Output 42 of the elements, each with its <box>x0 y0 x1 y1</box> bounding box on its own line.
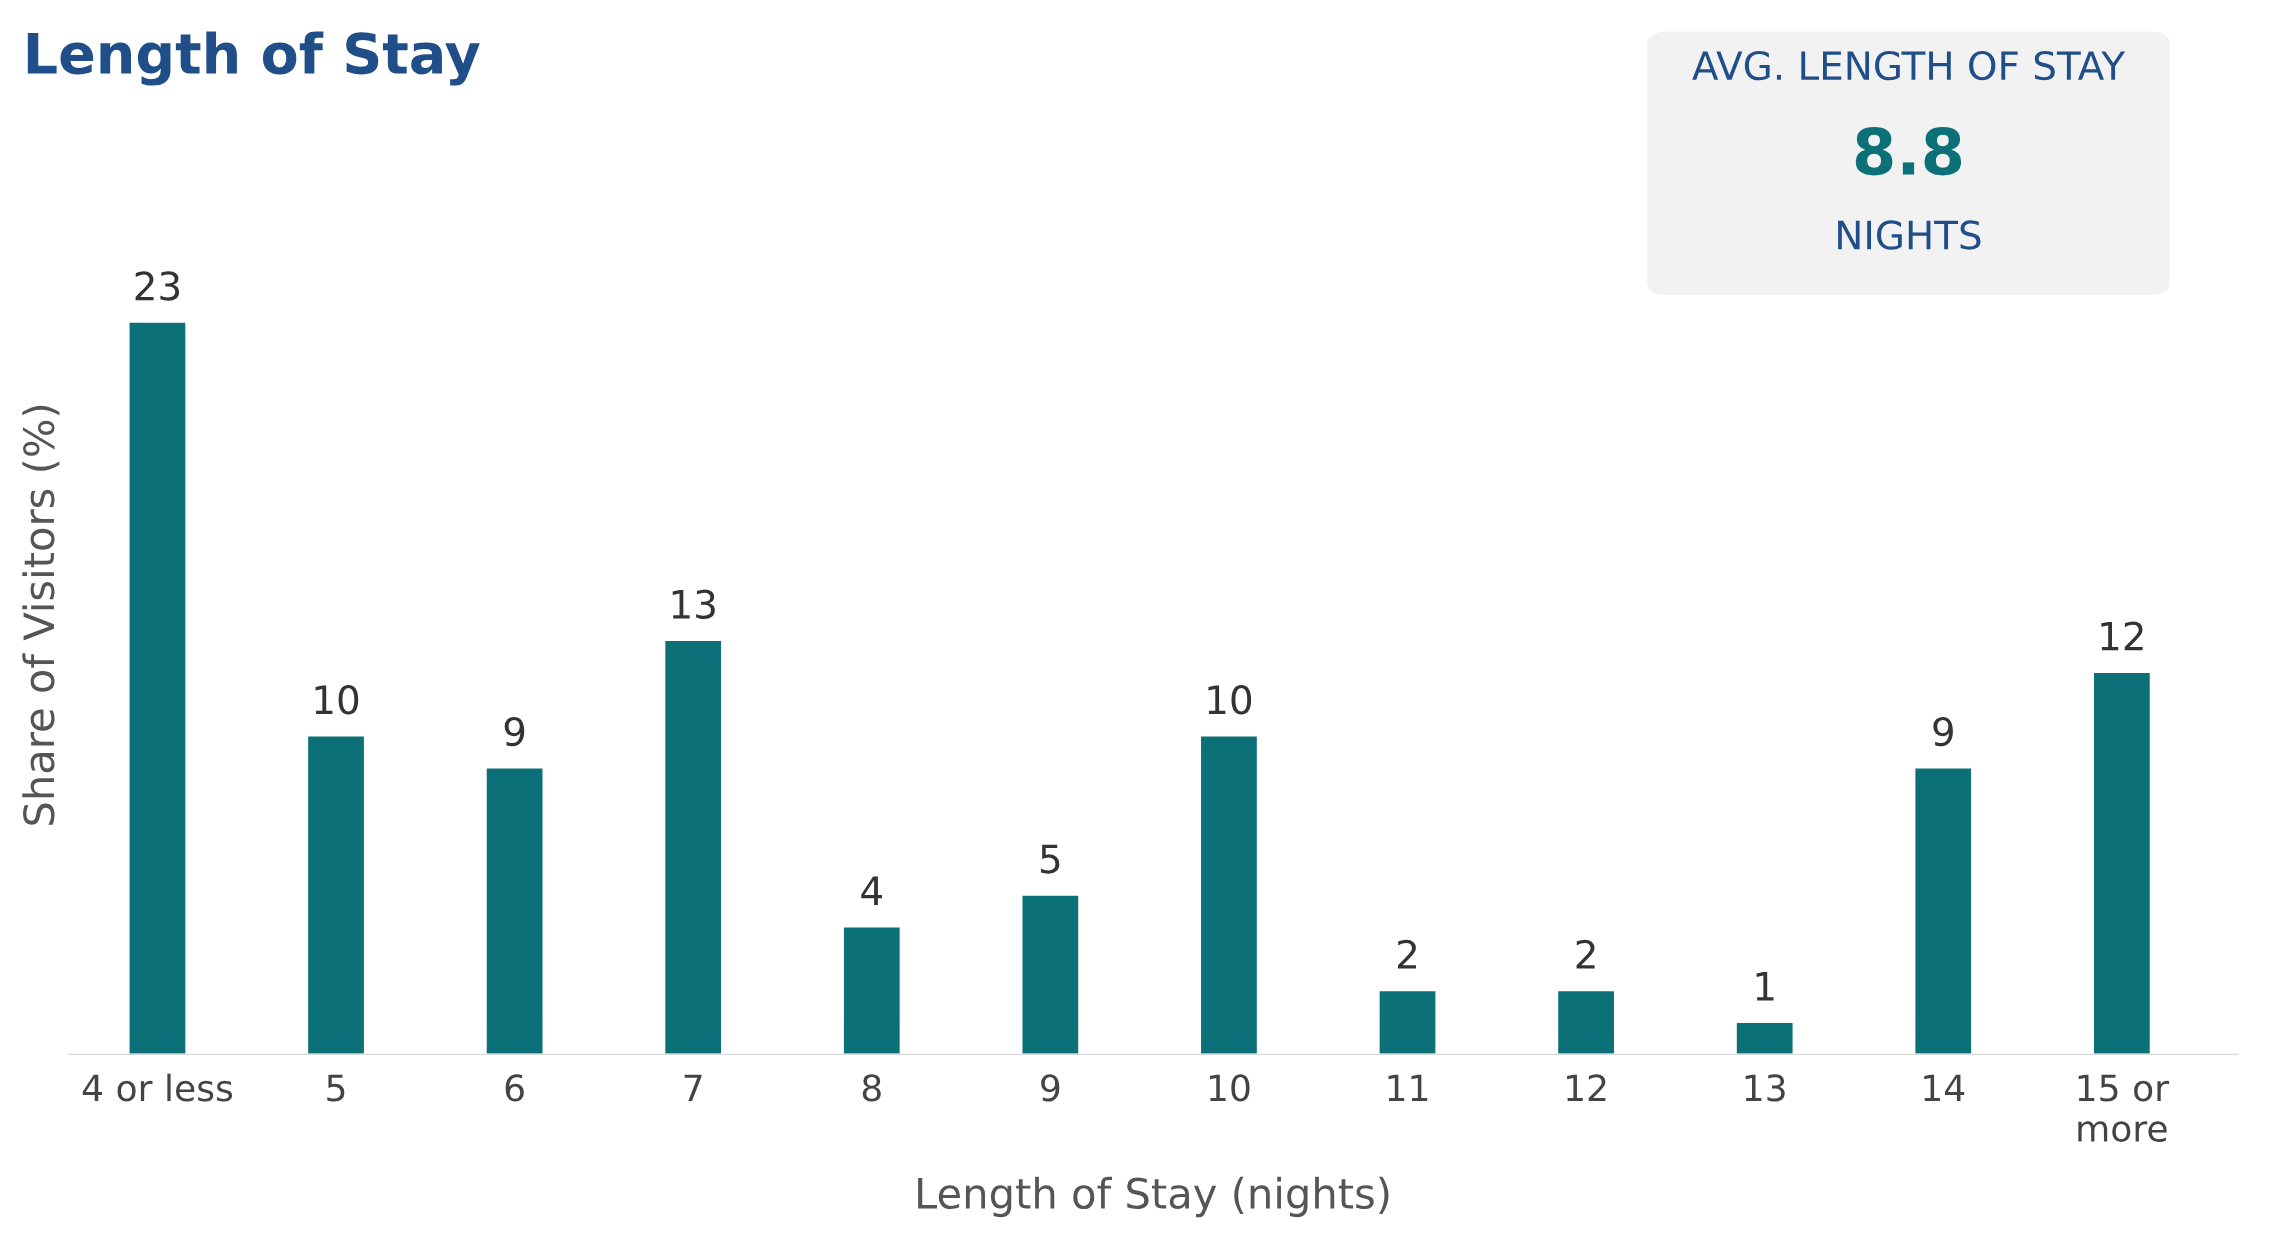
data-label: 10 <box>1208 685 1252 715</box>
data-label: 2 <box>1398 939 1416 969</box>
data-label: 23 <box>135 271 180 301</box>
x-tick-label: 8 <box>862 1074 881 1102</box>
text: AVG. LENGTH OF STAY <box>1692 50 2126 81</box>
bar <box>485 767 544 1055</box>
data-label: 13 <box>672 589 715 619</box>
text: NIGHTS <box>1838 220 1981 250</box>
y-axis-title: Share of Visitors (%) <box>22 405 60 825</box>
data-label: 1 <box>1756 972 1774 1001</box>
bar <box>1913 767 1973 1055</box>
x-tick-label: 12 <box>1567 1074 1606 1102</box>
bar <box>842 926 902 1055</box>
data-label: 4 <box>861 876 882 905</box>
data-label: 9 <box>1933 716 1953 747</box>
x-tick-label: 10 <box>1209 1074 1250 1102</box>
bar <box>2092 671 2152 1055</box>
bar <box>663 639 723 1055</box>
bar <box>1199 735 1259 1055</box>
bar <box>128 321 187 1055</box>
bar <box>306 735 366 1055</box>
x-tick-label: 14 <box>1924 1074 1965 1102</box>
x-tick-label: 5 <box>327 1074 345 1102</box>
data-label: 10 <box>315 685 359 715</box>
x-tick-label: 11 <box>1388 1074 1428 1102</box>
chart-title: Length of Stay <box>27 31 480 86</box>
x-tick-label: 13 <box>1745 1074 1785 1102</box>
text: 8.8 <box>1855 127 1962 176</box>
data-label: 2 <box>1576 939 1595 969</box>
x-tick-label: 4 or less <box>82 1073 233 1102</box>
data-label: 9 <box>504 716 525 747</box>
bar <box>1021 894 1080 1055</box>
bar <box>1378 989 1437 1055</box>
x-tick-label: 7 <box>684 1074 702 1102</box>
bar <box>1735 1021 1794 1055</box>
x-tick-label: 6 <box>505 1074 524 1102</box>
data-label: 5 <box>1040 844 1060 874</box>
x-tick-label: 9 <box>1041 1074 1060 1102</box>
data-label: 12 <box>2101 621 2143 651</box>
x-tick-label: 15 or more <box>2078 1074 2170 1143</box>
bar <box>1556 989 1616 1055</box>
x-axis-title: Length of Stay (nights) <box>918 1176 1389 1218</box>
